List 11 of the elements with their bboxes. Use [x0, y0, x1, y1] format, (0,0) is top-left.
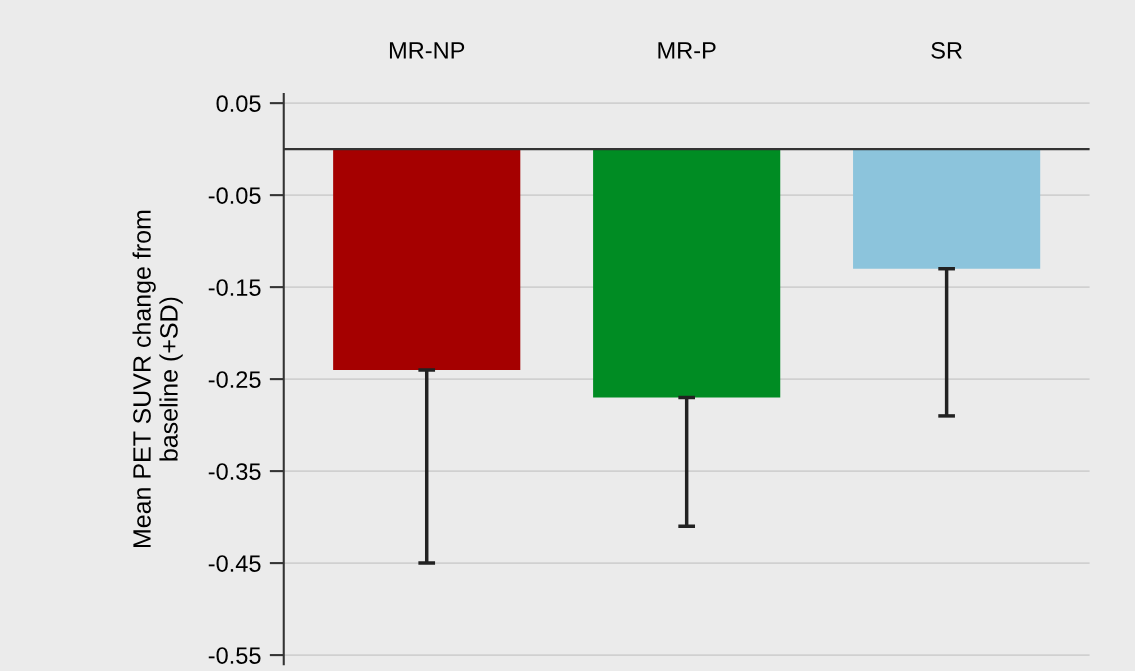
x-tick-label: MR-NP	[389, 42, 465, 59]
y-axis-title: Mean PET SUVR change from baseline (+SD)	[132, 210, 183, 548]
y-tick-label: -0.45	[208, 555, 261, 572]
x-tick-label: MR-P	[658, 42, 716, 59]
x-tick-label: SR	[931, 42, 962, 59]
y-tick-label: -0.05	[208, 187, 261, 204]
y-tick-label: -0.25	[208, 371, 261, 388]
y-tick-label: -0.15	[208, 279, 261, 296]
y-tick-label: -0.35	[208, 463, 261, 480]
y-tick-label: 0.05	[216, 95, 261, 112]
y-tick-label: -0.55	[208, 647, 261, 664]
